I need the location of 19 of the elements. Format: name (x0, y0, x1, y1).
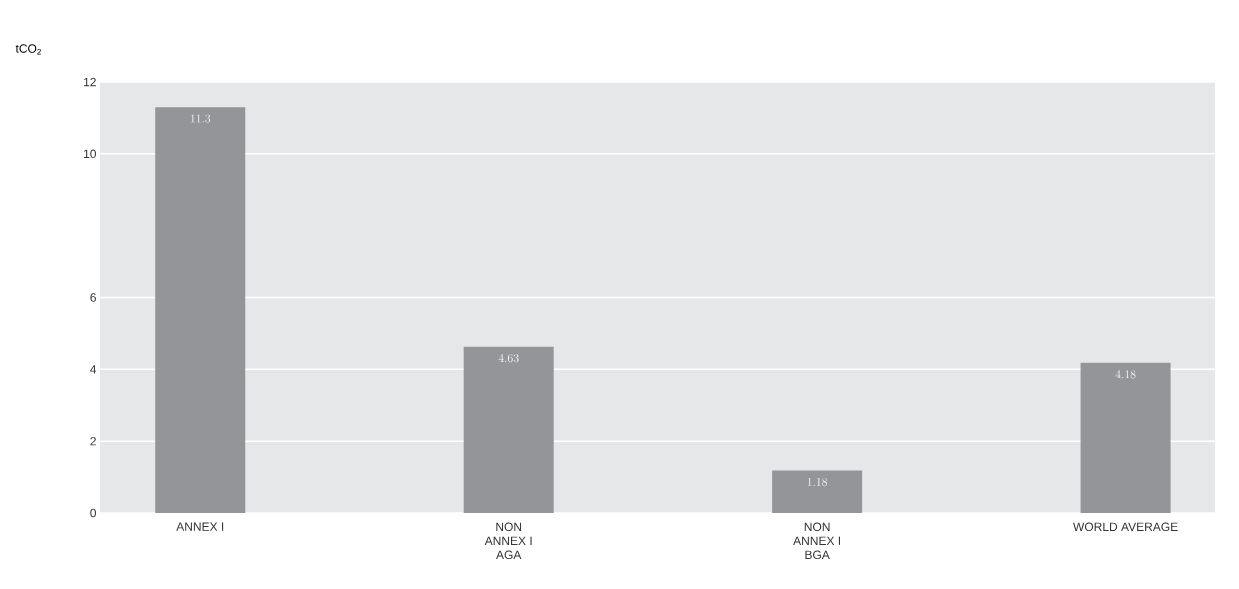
bar (772, 470, 863, 513)
x-tick-label: NON ANNEX I AGA (484, 522, 532, 560)
y-tick-label: 0 (90, 508, 96, 518)
bar (463, 346, 554, 513)
x-tick-label: WORLD AVERAGE (1073, 522, 1178, 532)
data-label: 4. 18 (1115, 370, 1136, 379)
y-tick-label: 12 (84, 77, 96, 87)
y-tick-label: 10 (84, 149, 96, 159)
x-tick-label: ANNEX I (176, 522, 224, 531)
bar (155, 107, 246, 513)
y-axis-title: tCO$_{2}$ (15, 44, 41, 55)
data-label: 11 .3 (190, 114, 211, 123)
y-tick-label: 4 (90, 365, 97, 374)
x-tick-label: NON ANNEX I BGA (793, 522, 841, 560)
data-label: 1 . 18 (807, 477, 828, 487)
bar (1080, 362, 1171, 513)
data-label: 4.63 (498, 353, 519, 363)
y-tick-label: 6 (90, 293, 96, 302)
y-tick-label: 2 (90, 436, 96, 446)
